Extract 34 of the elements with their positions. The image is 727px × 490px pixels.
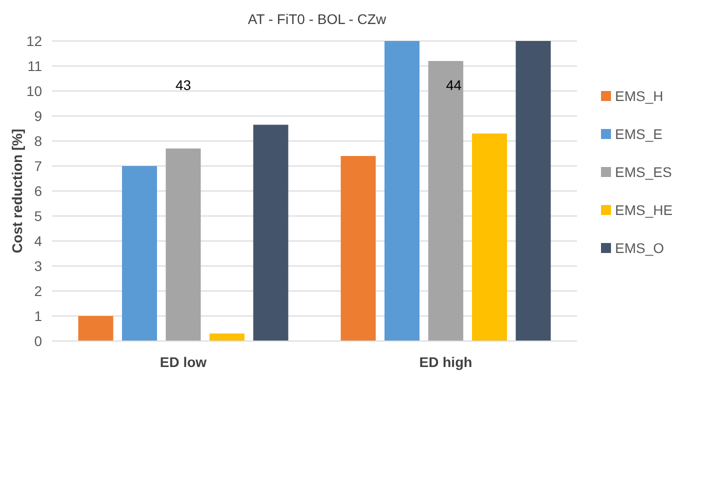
bar (340, 156, 376, 341)
legend-label: EMS_H (615, 88, 664, 104)
y-tick-label: 4 (34, 232, 42, 249)
bar (516, 41, 551, 341)
x-tick-label: ED low (160, 354, 207, 370)
y-tick-label: 3 (34, 258, 42, 274)
legend-label: EMS_E (615, 126, 662, 142)
y-tick-label: 9 (34, 108, 42, 124)
bar (78, 316, 114, 341)
y-tick-label: 6 (34, 182, 42, 199)
bar (428, 61, 464, 341)
y-tick-label: 12 (26, 32, 42, 49)
bar (122, 166, 157, 341)
y-tick-label: 0 (34, 332, 42, 349)
bar (166, 148, 201, 341)
y-tick-label: 2 (34, 282, 42, 299)
bar (472, 134, 507, 341)
y-tick-label: 8 (34, 132, 42, 149)
y-tick-label: 11 (27, 58, 42, 74)
annotation: 43 (175, 76, 192, 93)
legend-label: EMS_HE (615, 202, 673, 218)
y-tick-label: 10 (26, 82, 42, 99)
y-tick-label: 1 (34, 308, 42, 324)
chart-title: AT - FiT0 - BOL - CZw (248, 11, 387, 27)
bar (384, 41, 420, 341)
annotation: 44 (446, 76, 462, 93)
y-tick-label: 5 (34, 208, 42, 224)
x-tick-label: ED high (419, 354, 472, 370)
bar (253, 124, 288, 341)
legend-label: EMS_ES (615, 164, 672, 180)
y-axis-title: Cost reduction [%] (9, 128, 25, 254)
y-tick-label: 7 (34, 158, 42, 174)
legend-label: EMS_O (615, 240, 664, 256)
bar (210, 334, 244, 341)
